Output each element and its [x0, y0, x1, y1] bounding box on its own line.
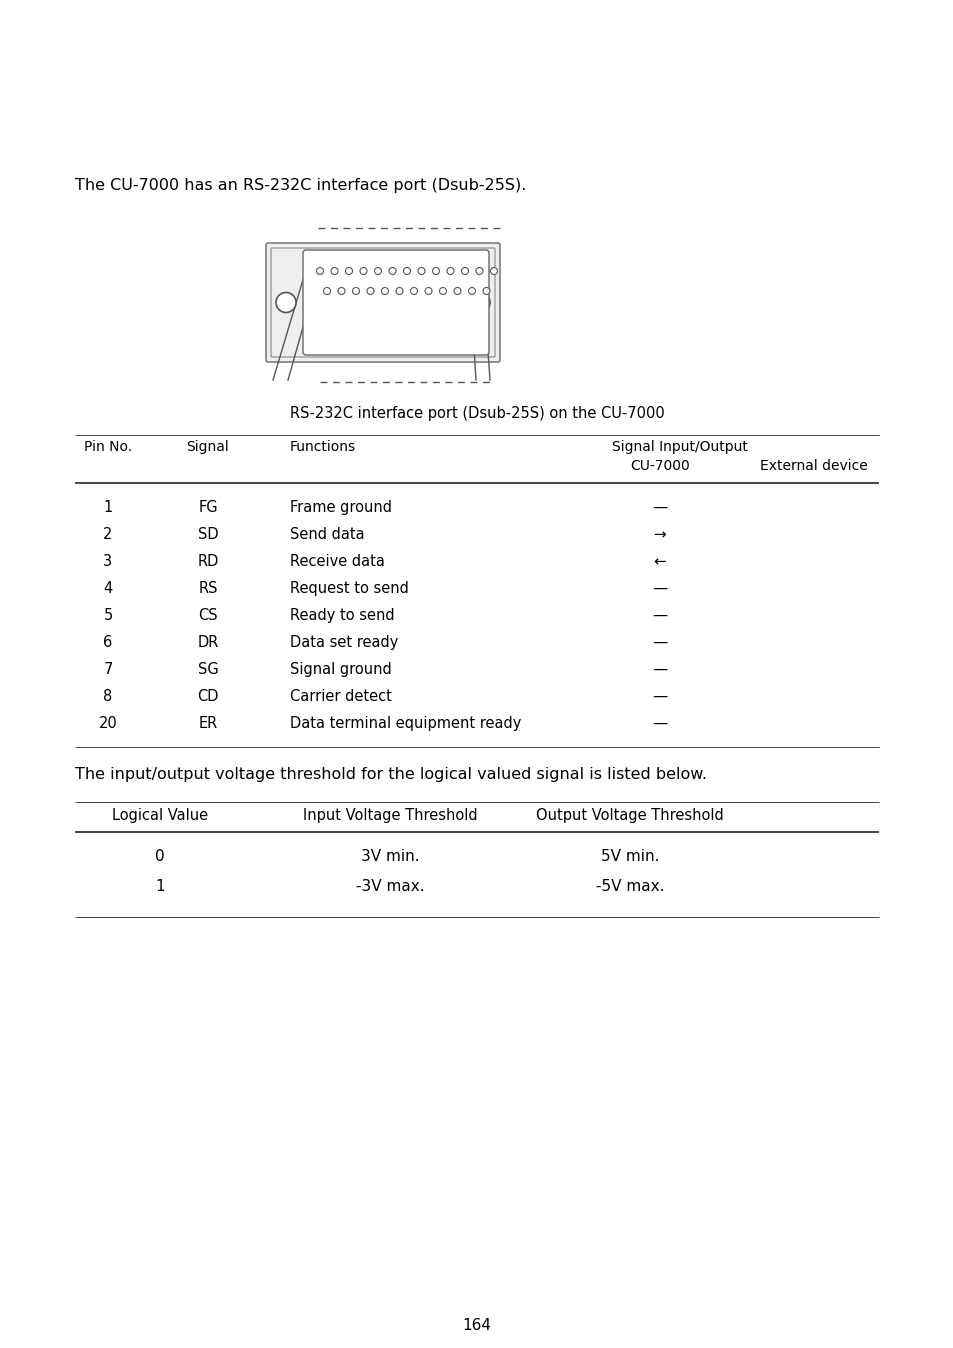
Circle shape — [316, 267, 323, 275]
Text: 20: 20 — [98, 716, 117, 731]
Text: -5V max.: -5V max. — [595, 879, 663, 894]
Text: →: → — [653, 527, 666, 542]
Text: 0: 0 — [155, 849, 165, 864]
Text: Signal: Signal — [187, 439, 229, 454]
Text: ←: ← — [653, 554, 666, 569]
Text: —: — — [652, 716, 667, 731]
Text: 4: 4 — [103, 581, 112, 596]
Text: Input Voltage Threshold: Input Voltage Threshold — [302, 807, 476, 824]
Circle shape — [410, 287, 417, 294]
Text: Receive data: Receive data — [290, 554, 384, 569]
Text: CS: CS — [198, 608, 217, 623]
Circle shape — [417, 267, 424, 275]
Text: 2: 2 — [103, 527, 112, 542]
Text: Ready to send: Ready to send — [290, 608, 395, 623]
Circle shape — [323, 287, 330, 294]
Text: Pin No.: Pin No. — [84, 439, 132, 454]
FancyBboxPatch shape — [303, 249, 489, 355]
Circle shape — [389, 267, 395, 275]
Circle shape — [395, 287, 402, 294]
Text: 8: 8 — [103, 689, 112, 704]
Text: Frame ground: Frame ground — [290, 500, 392, 515]
Text: FG: FG — [198, 500, 217, 515]
Text: Signal ground: Signal ground — [290, 662, 392, 677]
Text: 6: 6 — [103, 635, 112, 650]
Text: SD: SD — [197, 527, 218, 542]
Circle shape — [359, 267, 367, 275]
Text: 3V min.: 3V min. — [360, 849, 419, 864]
Text: Data terminal equipment ready: Data terminal equipment ready — [290, 716, 521, 731]
Text: RS-232C interface port (Dsub-25S) on the CU-7000: RS-232C interface port (Dsub-25S) on the… — [290, 406, 663, 421]
Text: DR: DR — [197, 635, 218, 650]
Text: External device: External device — [760, 460, 867, 473]
Text: -3V max.: -3V max. — [355, 879, 424, 894]
Text: 1: 1 — [103, 500, 112, 515]
Text: 3: 3 — [103, 554, 112, 569]
Text: SG: SG — [197, 662, 218, 677]
Circle shape — [490, 267, 497, 275]
Circle shape — [470, 293, 490, 313]
Circle shape — [424, 287, 432, 294]
Text: Request to send: Request to send — [290, 581, 409, 596]
Text: CD: CD — [197, 689, 218, 704]
Text: —: — — [652, 608, 667, 623]
Circle shape — [381, 287, 388, 294]
Text: Functions: Functions — [290, 439, 355, 454]
Circle shape — [337, 287, 345, 294]
Circle shape — [482, 287, 490, 294]
Circle shape — [275, 293, 295, 313]
Text: —: — — [652, 581, 667, 596]
Text: CU-7000: CU-7000 — [630, 460, 689, 473]
Circle shape — [476, 267, 482, 275]
Circle shape — [432, 267, 439, 275]
Text: ER: ER — [198, 716, 217, 731]
Circle shape — [454, 287, 460, 294]
Circle shape — [331, 267, 337, 275]
Text: RS: RS — [198, 581, 217, 596]
Text: —: — — [652, 689, 667, 704]
Text: —: — — [652, 635, 667, 650]
Text: Output Voltage Threshold: Output Voltage Threshold — [536, 807, 723, 824]
Circle shape — [403, 267, 410, 275]
Text: The input/output voltage threshold for the logical valued signal is listed below: The input/output voltage threshold for t… — [75, 767, 706, 782]
Text: Signal Input/Output: Signal Input/Output — [612, 439, 747, 454]
Text: Send data: Send data — [290, 527, 364, 542]
FancyBboxPatch shape — [271, 248, 495, 357]
Text: 5V min.: 5V min. — [600, 849, 659, 864]
FancyBboxPatch shape — [266, 243, 499, 363]
Circle shape — [375, 267, 381, 275]
Circle shape — [468, 287, 475, 294]
Text: —: — — [652, 500, 667, 515]
Text: Logical Value: Logical Value — [112, 807, 208, 824]
Text: —: — — [652, 662, 667, 677]
Circle shape — [345, 267, 352, 275]
Text: 5: 5 — [103, 608, 112, 623]
Text: RD: RD — [197, 554, 218, 569]
Text: The CU-7000 has an RS-232C interface port (Dsub-25S).: The CU-7000 has an RS-232C interface por… — [75, 178, 526, 193]
Text: Carrier detect: Carrier detect — [290, 689, 392, 704]
Text: 7: 7 — [103, 662, 112, 677]
Text: 164: 164 — [462, 1318, 491, 1333]
Circle shape — [352, 287, 359, 294]
Circle shape — [447, 267, 454, 275]
Text: Data set ready: Data set ready — [290, 635, 398, 650]
Circle shape — [367, 287, 374, 294]
Text: 1: 1 — [155, 879, 165, 894]
Circle shape — [461, 267, 468, 275]
Circle shape — [439, 287, 446, 294]
